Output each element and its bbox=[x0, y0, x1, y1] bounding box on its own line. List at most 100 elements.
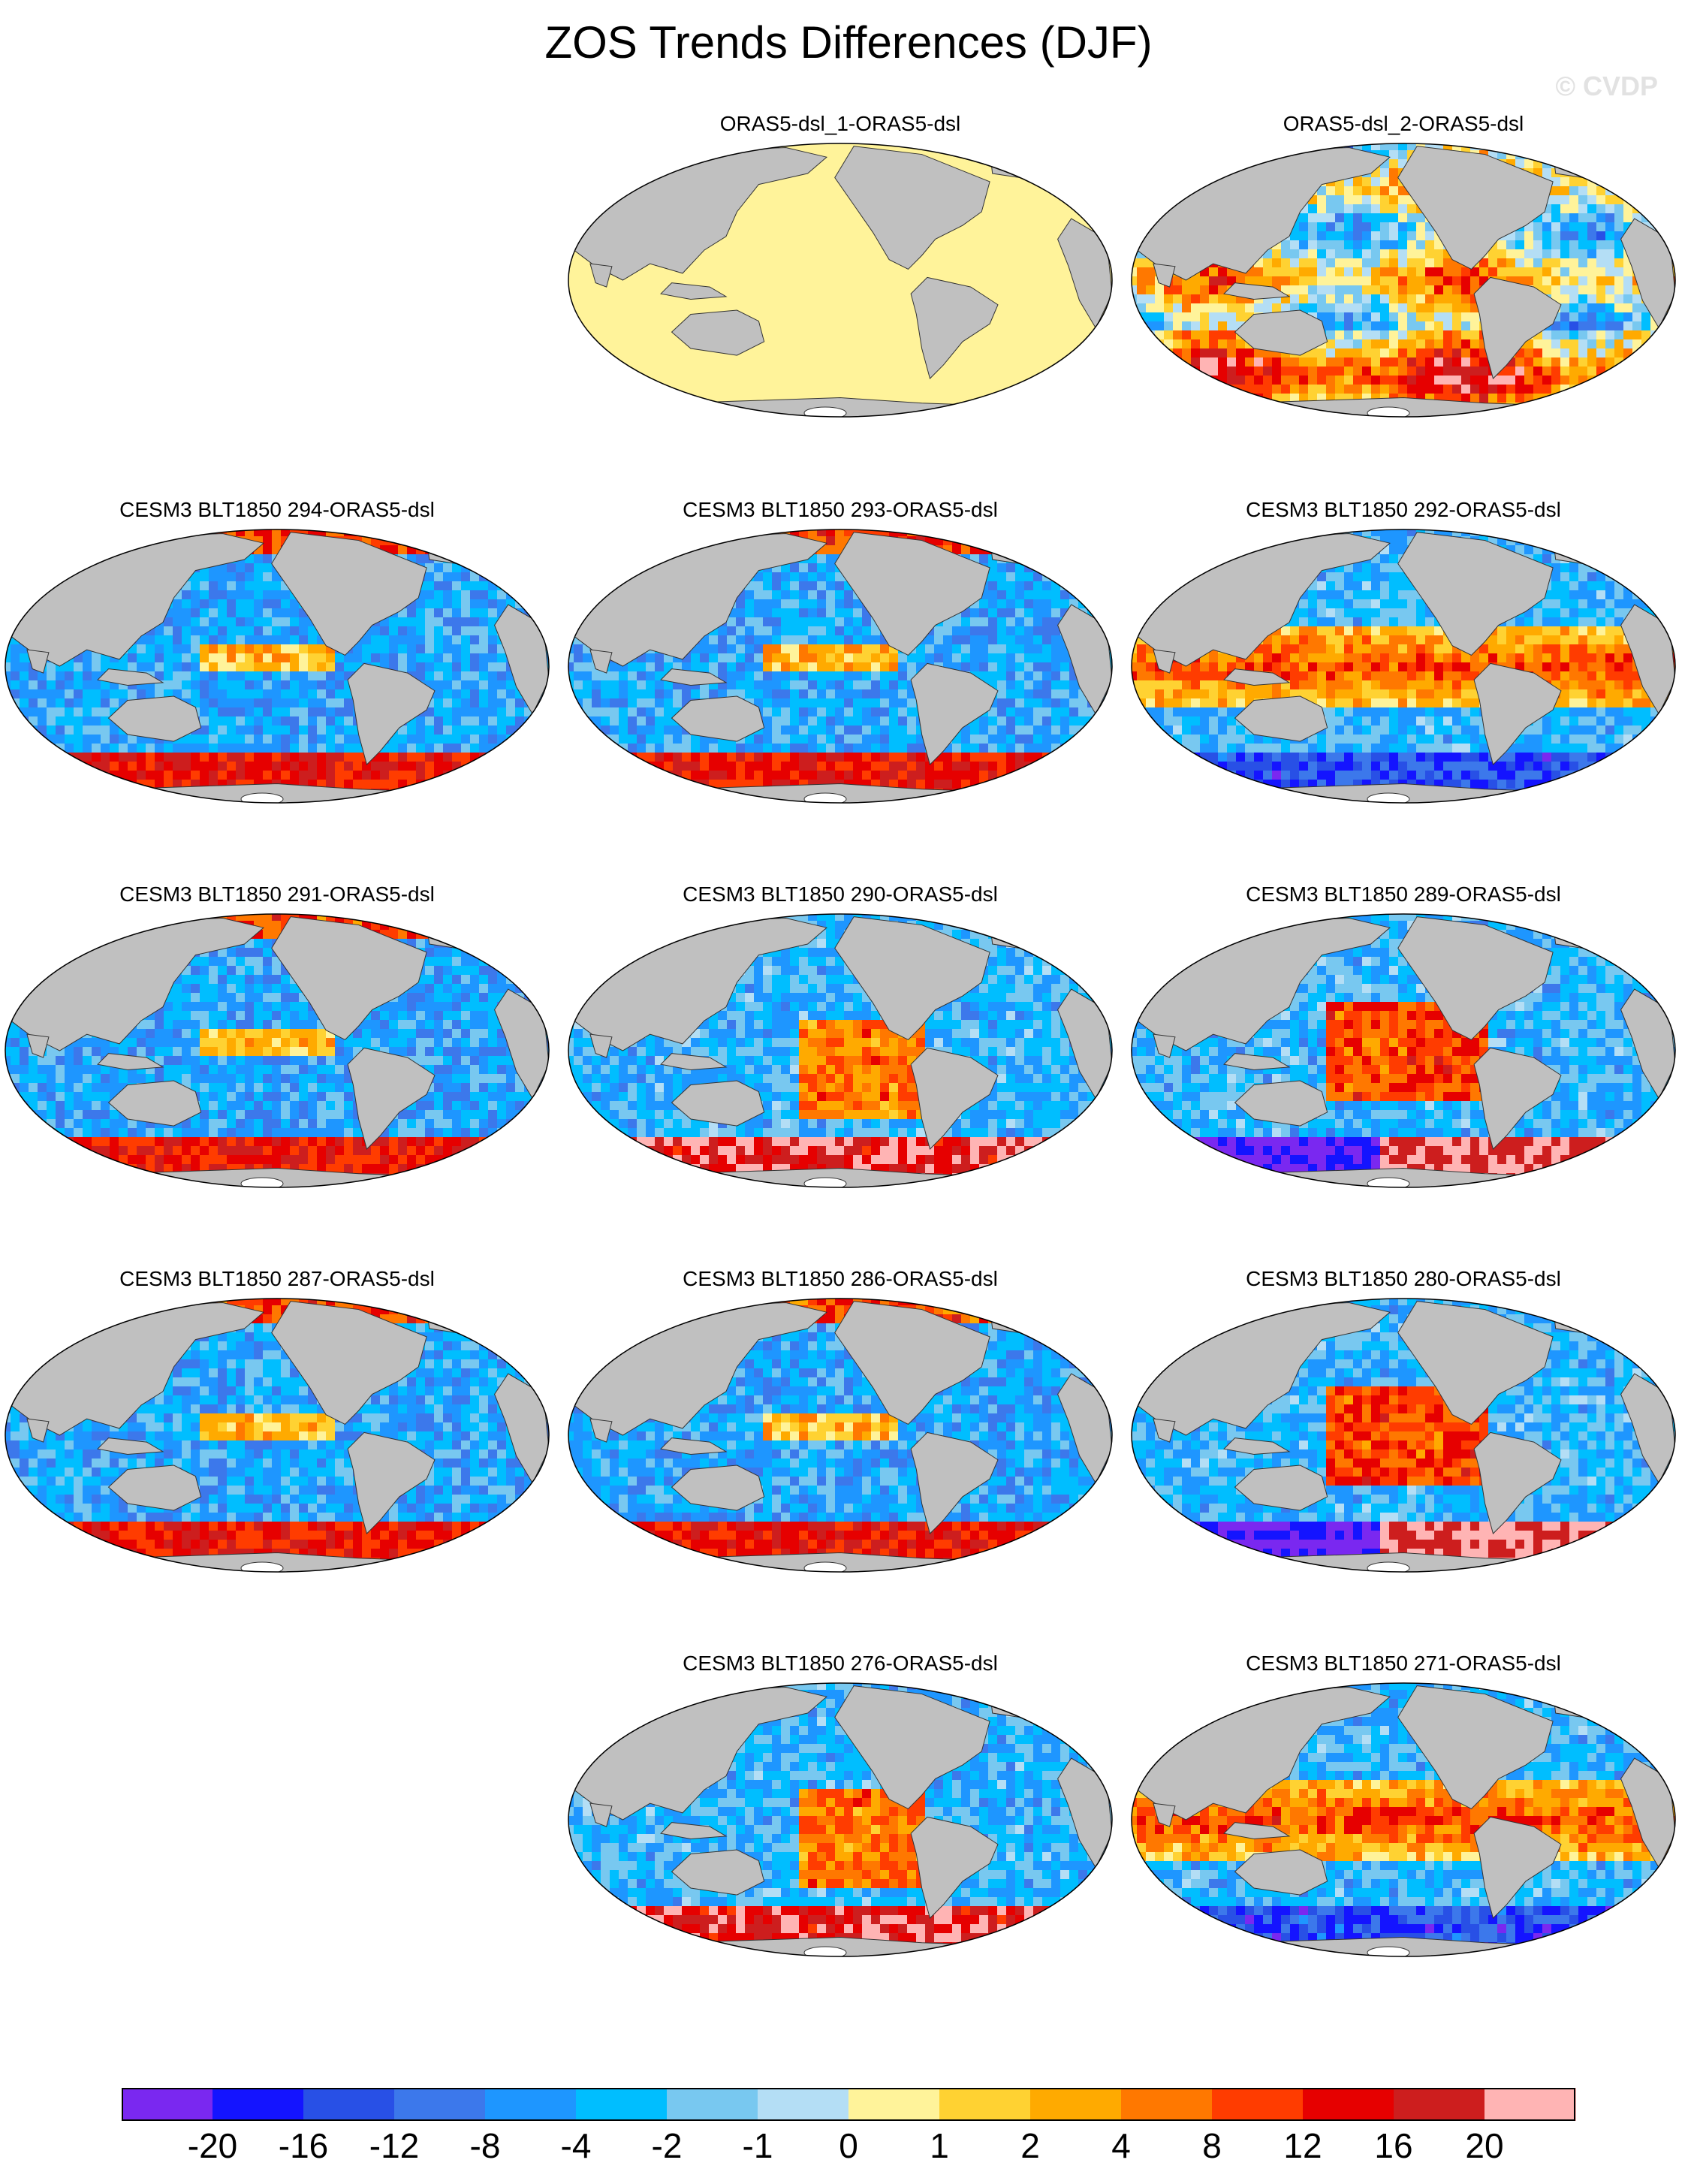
colorbar-swatch bbox=[122, 2088, 213, 2121]
continent-landmass bbox=[660, 1822, 728, 1839]
continent-landmass bbox=[1153, 649, 1176, 674]
continent-landmass bbox=[1397, 1301, 1554, 1425]
continent-landmass bbox=[1223, 1053, 1291, 1070]
cvdp-watermark: © CVDP bbox=[1555, 71, 1658, 101]
panel-title: ORAS5-dsl_1-ORAS5-dsl bbox=[719, 112, 961, 135]
colorbar-swatch bbox=[1484, 2088, 1576, 2121]
continent-landmass bbox=[834, 146, 990, 270]
colorbar-tick-label: -4 bbox=[560, 2126, 592, 2165]
continent-landmass bbox=[1223, 668, 1291, 686]
continent-landmass bbox=[271, 916, 427, 1041]
continent-landmass bbox=[1234, 309, 1328, 356]
colorbar-tick-label: 12 bbox=[1283, 2126, 1322, 2165]
continent-landmass bbox=[910, 276, 999, 380]
colorbar-tick-label: 20 bbox=[1465, 2126, 1504, 2165]
continent-landmass bbox=[671, 1080, 765, 1127]
continent-landmass bbox=[660, 668, 728, 686]
continent-landmass bbox=[1153, 1418, 1176, 1443]
colorbar-swatch bbox=[1303, 2088, 1394, 2121]
continent-landmass bbox=[834, 1685, 990, 1810]
continent-landmass bbox=[910, 1431, 999, 1535]
world-map bbox=[568, 913, 1113, 1188]
colorbar-tick-label: -12 bbox=[369, 2126, 420, 2165]
colorbar-swatch bbox=[758, 2088, 849, 2121]
world-map bbox=[1131, 143, 1676, 418]
colorbar-swatch bbox=[1212, 2088, 1304, 2121]
world-map bbox=[568, 529, 1113, 804]
map-border bbox=[1131, 913, 1676, 1188]
map-panel: CESM3 BLT1850 294-ORAS5-dsl bbox=[2, 497, 553, 876]
map-border bbox=[568, 1682, 1113, 1957]
map-border bbox=[568, 143, 1113, 418]
continent-landmass bbox=[97, 668, 164, 686]
world-map bbox=[5, 913, 550, 1188]
continent-landmass bbox=[1223, 1822, 1291, 1839]
panel-title: ORAS5-dsl_2-ORAS5-dsl bbox=[1283, 112, 1524, 135]
continent-landmass bbox=[97, 1437, 164, 1455]
map-panel: ORAS5-dsl_1-ORAS5-dsl bbox=[565, 111, 1116, 490]
colorbar-tick-label: -2 bbox=[651, 2126, 683, 2165]
continent-landmass bbox=[910, 1816, 999, 1920]
continent-landmass bbox=[660, 282, 728, 300]
continent-landmass bbox=[97, 1053, 164, 1070]
map-panel: CESM3 BLT1850 276-ORAS5-dsl bbox=[565, 1651, 1116, 2029]
continent-landmass bbox=[1153, 1802, 1176, 1827]
continent-landmass bbox=[660, 1053, 728, 1070]
colorbar-swatch bbox=[303, 2088, 395, 2121]
continent-landmass bbox=[26, 649, 50, 674]
continent-landmass bbox=[834, 1301, 990, 1425]
continent-landmass bbox=[1234, 1849, 1328, 1896]
panel-title: CESM3 BLT1850 271-ORAS5-dsl bbox=[1246, 1652, 1561, 1675]
world-map bbox=[5, 1298, 550, 1573]
continent-landmass bbox=[107, 695, 202, 742]
continent-landmass bbox=[1473, 1816, 1562, 1920]
map-border bbox=[5, 529, 550, 804]
continent-landmass bbox=[1397, 1685, 1554, 1810]
continent-landmass bbox=[1473, 1431, 1562, 1535]
map-border bbox=[568, 1298, 1113, 1573]
world-map bbox=[568, 1682, 1113, 1957]
world-map bbox=[1131, 529, 1676, 804]
colorbar-tick-label: -16 bbox=[278, 2126, 329, 2165]
figure-title: ZOS Trends Differences (DJF) bbox=[544, 17, 1153, 68]
continent-landmass bbox=[671, 695, 765, 742]
map-panel: CESM3 BLT1850 289-ORAS5-dsl bbox=[1128, 882, 1679, 1260]
continent-landmass bbox=[834, 916, 990, 1041]
world-map bbox=[568, 1298, 1113, 1573]
map-border bbox=[1131, 1298, 1676, 1573]
map-border bbox=[1131, 529, 1676, 804]
continent-landmass bbox=[660, 1437, 728, 1455]
world-map bbox=[1131, 1682, 1676, 1957]
map-border bbox=[1131, 143, 1676, 418]
map-panel: CESM3 BLT1850 271-ORAS5-dsl bbox=[1128, 1651, 1679, 2029]
panel-title: CESM3 BLT1850 291-ORAS5-dsl bbox=[119, 882, 435, 906]
continent-landmass bbox=[347, 1431, 436, 1535]
continent-landmass bbox=[26, 1418, 50, 1443]
continent-landmass bbox=[271, 1301, 427, 1425]
colorbar-tick-label: 16 bbox=[1374, 2126, 1413, 2165]
world-map bbox=[568, 143, 1113, 418]
continent-landmass bbox=[589, 1033, 613, 1058]
colorbar-swatch bbox=[576, 2088, 668, 2121]
continent-landmass bbox=[589, 263, 613, 288]
continent-landmass bbox=[1223, 1437, 1291, 1455]
panel-title: CESM3 BLT1850 293-ORAS5-dsl bbox=[683, 498, 998, 521]
colorbar-tick-label: 2 bbox=[1020, 2126, 1040, 2165]
map-border bbox=[1131, 1682, 1676, 1957]
colorbar-swatch bbox=[394, 2088, 486, 2121]
map-panel: CESM3 BLT1850 286-ORAS5-dsl bbox=[565, 1266, 1116, 1645]
colorbar-tick-label: 8 bbox=[1202, 2126, 1222, 2165]
continent-landmass bbox=[1153, 1033, 1176, 1058]
colorbar-swatch bbox=[1121, 2088, 1213, 2121]
continent-landmass bbox=[671, 1465, 765, 1511]
continent-landmass bbox=[589, 1418, 613, 1443]
map-border bbox=[568, 529, 1113, 804]
world-map bbox=[1131, 1298, 1676, 1573]
colorbar-tick-label: 0 bbox=[839, 2126, 858, 2165]
continent-landmass bbox=[1153, 263, 1176, 288]
panel-title: CESM3 BLT1850 286-ORAS5-dsl bbox=[683, 1267, 998, 1290]
continent-landmass bbox=[1234, 1080, 1328, 1127]
colorbar-tick-label: 4 bbox=[1111, 2126, 1131, 2165]
panel-title: CESM3 BLT1850 276-ORAS5-dsl bbox=[683, 1652, 998, 1675]
continent-landmass bbox=[910, 662, 999, 766]
